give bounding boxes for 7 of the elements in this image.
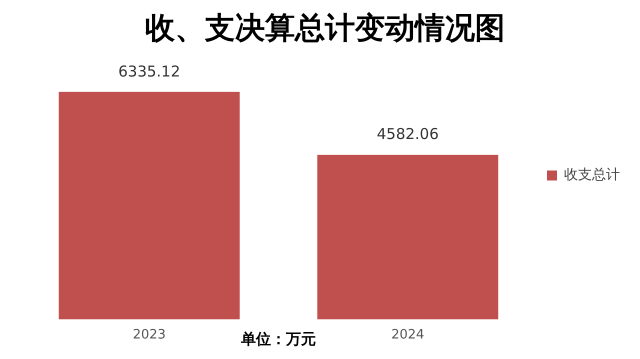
data-label: 4582.06 [376,125,439,144]
x-tick-label: 2023 [132,328,166,343]
chart-title: 收、支决算总计变动情况图 [145,10,505,46]
x-tick-label: 2024 [391,328,424,343]
text: 单位：万元 [240,330,316,348]
data-label: 6335.12 [118,62,180,80]
legend-label: 收支总计 [564,167,620,184]
